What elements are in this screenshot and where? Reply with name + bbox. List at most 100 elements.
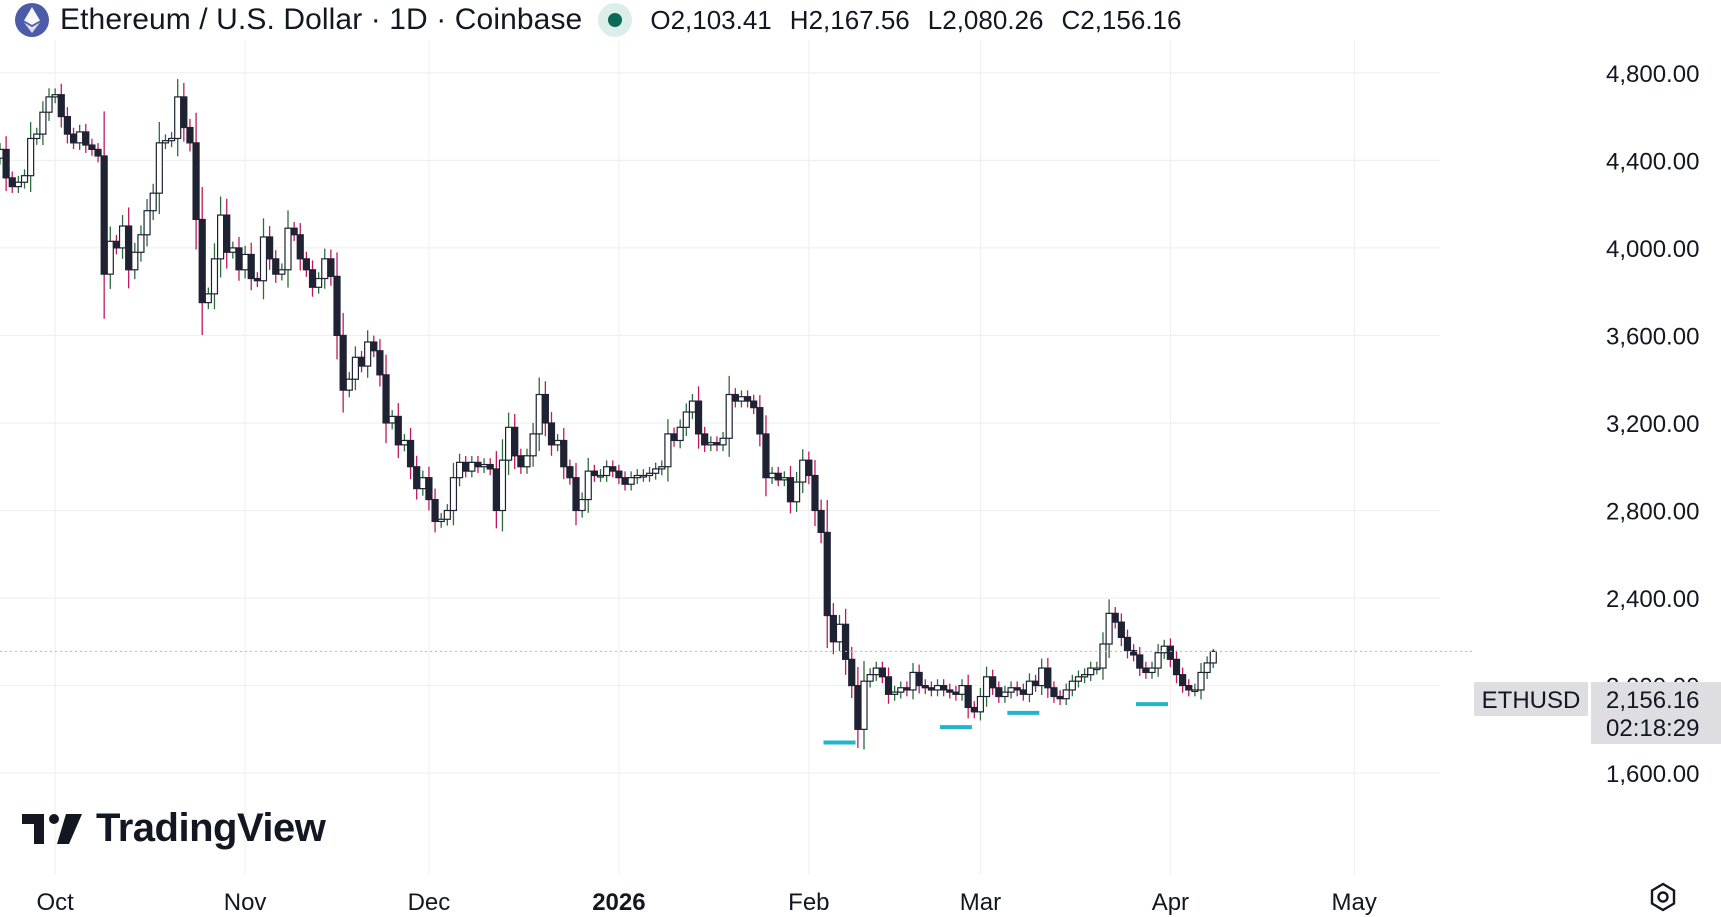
candle[interactable] bbox=[627, 471, 635, 491]
candle[interactable] bbox=[370, 335, 378, 358]
candle[interactable] bbox=[560, 428, 568, 480]
candle[interactable] bbox=[1031, 674, 1040, 692]
candle[interactable] bbox=[529, 422, 537, 467]
candle[interactable] bbox=[1087, 661, 1095, 681]
candle[interactable] bbox=[437, 512, 445, 528]
candle[interactable] bbox=[572, 462, 580, 526]
candle[interactable] bbox=[308, 260, 317, 297]
candle[interactable] bbox=[1136, 647, 1144, 676]
candle[interactable] bbox=[658, 460, 666, 476]
candle[interactable] bbox=[259, 218, 268, 300]
candle[interactable] bbox=[1038, 658, 1046, 695]
candle[interactable] bbox=[1093, 661, 1101, 675]
candle[interactable] bbox=[725, 375, 733, 457]
candle[interactable] bbox=[498, 439, 507, 532]
candle[interactable] bbox=[1044, 657, 1052, 698]
candle[interactable] bbox=[940, 679, 948, 697]
candle[interactable] bbox=[425, 466, 433, 511]
candle[interactable] bbox=[756, 395, 764, 447]
candle[interactable] bbox=[504, 412, 513, 475]
candle[interactable] bbox=[762, 415, 770, 497]
candle[interactable] bbox=[848, 646, 856, 699]
candle[interactable] bbox=[694, 386, 703, 449]
candle[interactable] bbox=[8, 171, 16, 193]
candle[interactable] bbox=[670, 427, 678, 447]
candle[interactable] bbox=[946, 683, 954, 699]
candle[interactable] bbox=[235, 236, 243, 281]
candle[interactable] bbox=[357, 350, 366, 373]
candle[interactable] bbox=[333, 252, 341, 360]
candle[interactable] bbox=[1099, 632, 1107, 680]
candle[interactable] bbox=[33, 127, 41, 145]
candle[interactable] bbox=[854, 666, 862, 748]
candle[interactable] bbox=[995, 681, 1003, 703]
candle[interactable] bbox=[1172, 650, 1181, 684]
candle[interactable] bbox=[884, 667, 893, 704]
candle[interactable] bbox=[272, 250, 280, 283]
candle[interactable] bbox=[106, 226, 114, 289]
candle[interactable] bbox=[1130, 644, 1138, 662]
candle[interactable] bbox=[241, 245, 249, 279]
candle[interactable] bbox=[468, 456, 476, 478]
candle[interactable] bbox=[682, 403, 690, 436]
candle[interactable] bbox=[27, 122, 35, 192]
candle[interactable] bbox=[20, 169, 29, 189]
candle[interactable] bbox=[903, 681, 911, 697]
candle[interactable] bbox=[247, 242, 255, 291]
candle[interactable] bbox=[1179, 667, 1187, 693]
candle[interactable] bbox=[1001, 685, 1009, 703]
candle[interactable] bbox=[523, 448, 531, 474]
candle[interactable] bbox=[118, 215, 127, 259]
candle[interactable] bbox=[817, 499, 825, 544]
candle[interactable] bbox=[842, 608, 850, 675]
candle[interactable] bbox=[376, 339, 384, 387]
candle[interactable] bbox=[351, 346, 360, 391]
candle[interactable] bbox=[462, 456, 470, 478]
candle[interactable] bbox=[57, 83, 65, 128]
candle[interactable] bbox=[921, 679, 929, 695]
candle[interactable] bbox=[805, 451, 813, 485]
candle[interactable] bbox=[915, 664, 923, 694]
candle[interactable] bbox=[1007, 681, 1015, 699]
candle[interactable] bbox=[933, 679, 942, 697]
candle[interactable] bbox=[413, 455, 421, 500]
candle[interactable] bbox=[143, 198, 151, 247]
candle[interactable] bbox=[590, 464, 598, 482]
candle[interactable] bbox=[1154, 644, 1162, 677]
candle[interactable] bbox=[615, 464, 623, 485]
candle[interactable] bbox=[455, 453, 464, 487]
candle[interactable] bbox=[676, 419, 684, 449]
candle[interactable] bbox=[1148, 661, 1156, 679]
candle[interactable] bbox=[976, 687, 985, 721]
candle[interactable] bbox=[652, 462, 660, 480]
candle[interactable] bbox=[1191, 683, 1199, 697]
candle[interactable] bbox=[891, 685, 899, 701]
candle[interactable] bbox=[609, 460, 617, 478]
candle[interactable] bbox=[517, 448, 525, 474]
candle[interactable] bbox=[786, 465, 795, 514]
candle[interactable] bbox=[780, 471, 788, 487]
candle[interactable] bbox=[584, 457, 592, 513]
candle[interactable] bbox=[964, 674, 972, 719]
candle[interactable] bbox=[541, 381, 549, 437]
y-axis[interactable]: 1,600.002,000.002,400.002,800.003,200.00… bbox=[1606, 61, 1699, 788]
candle[interactable] bbox=[149, 183, 157, 221]
candle[interactable] bbox=[69, 127, 78, 150]
candle[interactable] bbox=[480, 458, 488, 474]
candle[interactable] bbox=[278, 263, 286, 281]
candle[interactable] bbox=[431, 488, 439, 533]
candle[interactable] bbox=[486, 458, 494, 476]
candle[interactable] bbox=[743, 390, 752, 408]
candle[interactable] bbox=[707, 436, 715, 452]
candle[interactable] bbox=[327, 249, 335, 286]
candle[interactable] bbox=[174, 79, 182, 157]
candle[interactable] bbox=[63, 107, 72, 144]
candles[interactable] bbox=[0, 79, 1217, 750]
candle[interactable] bbox=[1019, 683, 1027, 701]
candle[interactable] bbox=[737, 390, 746, 408]
candle[interactable] bbox=[952, 685, 960, 701]
candle[interactable] bbox=[364, 330, 372, 378]
candle[interactable] bbox=[860, 661, 868, 750]
x-axis[interactable]: Oct Nov Dec 2026 Feb Mar Apr May bbox=[36, 889, 1376, 915]
candle[interactable] bbox=[823, 500, 831, 648]
